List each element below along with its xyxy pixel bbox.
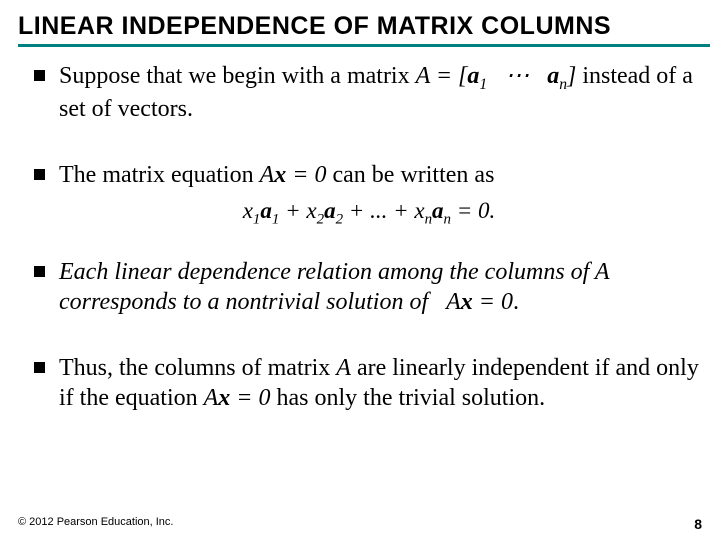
math-ax-zero-dot: Ax = 0 [446, 289, 513, 315]
math-ax-zero-2: Ax = 0 [204, 385, 271, 411]
content-area: Suppose that we begin with a matrix A = … [0, 47, 720, 413]
bullet-marker-icon [34, 169, 45, 180]
bullet-3-text: Each linear dependence relation among th… [59, 257, 704, 317]
bullet-4-part-a: Thus, the columns of matrix [59, 355, 336, 381]
bullet-2-text: The matrix equation Ax = 0 can be writte… [59, 160, 494, 190]
bullet-4-text: Thus, the columns of matrix A are linear… [59, 353, 704, 413]
bullet-4: Thus, the columns of matrix A are linear… [34, 353, 704, 413]
bullet-3-part-a: Each linear dependence relation among th… [59, 259, 609, 315]
bullet-marker-icon [34, 362, 45, 373]
bullet-1-part-a: Suppose that we begin with a matrix [59, 63, 416, 89]
equation-period-2: . [513, 289, 519, 315]
bullet-marker-icon [34, 70, 45, 81]
page-title: LINEAR INDEPENDENCE OF MATRIX COLUMNS [18, 12, 702, 41]
bullet-4-part-c: has only the trivial solution. [271, 385, 546, 411]
equation-period: . [490, 198, 496, 223]
equation-expansion: x1a1 + x2a2 + ... + xnan = 0. [34, 198, 704, 229]
bullet-2: The matrix equation Ax = 0 can be writte… [34, 160, 704, 190]
math-ax-zero: Ax = 0 [260, 162, 327, 188]
bullet-1-text: Suppose that we begin with a matrix A = … [59, 61, 704, 124]
bullet-3: Each linear dependence relation among th… [34, 257, 704, 317]
bullet-2-part-a: The matrix equation [59, 162, 260, 188]
footer: © 2012 Pearson Education, Inc. 8 [18, 516, 702, 532]
bullet-2-part-b: can be written as [326, 162, 494, 188]
math-expansion: x1a1 + x2a2 + ... + xnan = 0 [243, 198, 490, 223]
copyright-text: © 2012 Pearson Education, Inc. [18, 516, 173, 532]
math-matrix-def: A = [a1 ⋯ an] [416, 63, 577, 89]
page-number: 8 [694, 516, 702, 532]
bullet-marker-icon [34, 266, 45, 277]
bullet-1: Suppose that we begin with a matrix A = … [34, 61, 704, 124]
math-a-var: A [336, 355, 351, 381]
title-block: LINEAR INDEPENDENCE OF MATRIX COLUMNS [0, 0, 720, 47]
